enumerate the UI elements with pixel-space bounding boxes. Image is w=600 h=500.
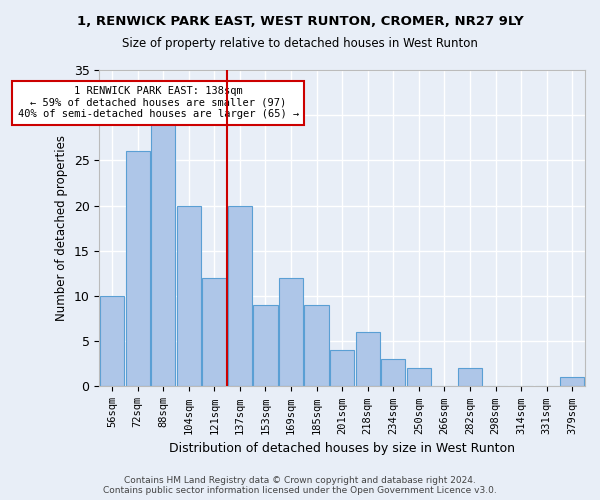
Y-axis label: Number of detached properties: Number of detached properties [55, 135, 68, 321]
Bar [228, 206, 252, 386]
Text: 1 RENWICK PARK EAST: 138sqm
← 59% of detached houses are smaller (97)
40% of sem: 1 RENWICK PARK EAST: 138sqm ← 59% of det… [17, 86, 299, 120]
Bar [458, 368, 482, 386]
Bar [202, 278, 227, 386]
Text: 1, RENWICK PARK EAST, WEST RUNTON, CROMER, NR27 9LY: 1, RENWICK PARK EAST, WEST RUNTON, CROME… [77, 15, 523, 28]
Bar [304, 305, 329, 386]
Bar [560, 378, 584, 386]
Bar [253, 305, 278, 386]
Bar [381, 360, 406, 386]
X-axis label: Distribution of detached houses by size in West Runton: Distribution of detached houses by size … [169, 442, 515, 455]
Bar [279, 278, 303, 386]
Bar [356, 332, 380, 386]
Bar [151, 124, 175, 386]
Bar [125, 152, 150, 386]
Bar [176, 206, 201, 386]
Text: Size of property relative to detached houses in West Runton: Size of property relative to detached ho… [122, 38, 478, 51]
Bar [100, 296, 124, 386]
Bar [330, 350, 355, 386]
Text: Contains HM Land Registry data © Crown copyright and database right 2024.
Contai: Contains HM Land Registry data © Crown c… [103, 476, 497, 495]
Bar [407, 368, 431, 386]
